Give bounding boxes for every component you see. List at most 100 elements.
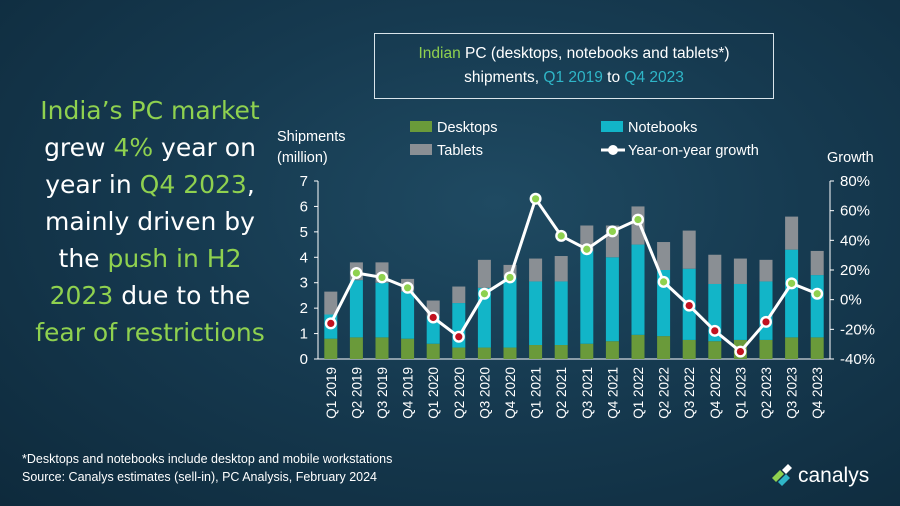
y-tick-label: 2 [300, 300, 308, 317]
headline-line-1: India’s PC market [40, 96, 260, 125]
bar-desktops [349, 337, 363, 359]
bar-tablets [733, 258, 747, 284]
bar-notebooks [733, 283, 747, 340]
legend-swatch-growth-marker [608, 145, 618, 155]
footnote: *Desktops and notebooks include desktop … [22, 450, 392, 486]
growth-point [736, 347, 745, 356]
x-tick-label: Q2 2022 [657, 367, 672, 419]
bar-desktops [324, 338, 338, 359]
growth-point [480, 290, 488, 298]
y2-tick-label: -20% [840, 321, 875, 338]
bar-desktops [785, 337, 799, 359]
x-tick-label: Q2 2020 [452, 367, 467, 419]
bar-desktops [759, 339, 773, 359]
growth-point [685, 302, 693, 310]
chart-title-line-2: shipments, Q1 2019 to Q4 2023 [464, 69, 684, 86]
bar-desktops [810, 337, 824, 359]
y2-tick-label: -40% [840, 351, 875, 368]
headline-line-6: 2023 due to the [49, 281, 251, 310]
x-tick-label: Q1 2019 [324, 367, 339, 419]
y2-tick-label: 20% [840, 262, 870, 279]
x-tick-label: Q2 2023 [759, 367, 774, 419]
y-tick-label: 7 [300, 173, 308, 190]
bar-tablets [657, 242, 671, 270]
growth-point [506, 273, 514, 282]
x-tick-label: Q4 2022 [708, 367, 723, 419]
y-tick-label: 1 [300, 326, 308, 343]
y-tick-label: 4 [300, 249, 308, 266]
growth-point [711, 327, 719, 335]
bar-notebooks [810, 275, 824, 338]
bar-notebooks [605, 257, 619, 342]
bar-notebooks [375, 282, 389, 338]
x-tick-label: Q1 2020 [426, 367, 441, 419]
bar-desktops [529, 345, 543, 359]
growth-point [660, 278, 668, 286]
bar-tablets [708, 254, 722, 284]
growth-point [327, 319, 335, 327]
y2-tick-label: 40% [840, 232, 870, 249]
bar-notebooks [477, 287, 491, 348]
x-tick-label: Q3 2020 [477, 367, 492, 419]
growth-point [608, 227, 617, 236]
x-tick-label: Q3 2021 [580, 367, 595, 419]
legend-swatch-desktops [410, 121, 432, 132]
bar-desktops [375, 337, 389, 359]
legend-swatch-notebooks [601, 121, 623, 132]
growth-point [788, 279, 796, 287]
growth-point [583, 245, 591, 253]
growth-point [352, 269, 360, 277]
y-axis-title-line-1: Shipments [277, 129, 346, 145]
growth-point [557, 232, 565, 240]
bar-desktops [452, 347, 466, 359]
footnote-line-1: *Desktops and notebooks include desktop … [22, 452, 393, 466]
x-tick-label: Q4 2020 [503, 367, 518, 419]
bar-desktops [657, 336, 671, 359]
bar-notebooks [554, 281, 568, 346]
canalys-logo: canalys [772, 464, 869, 487]
logo-text: canalys [798, 464, 869, 487]
y-tick-label: 3 [300, 275, 308, 292]
growth-point [762, 318, 770, 326]
headline-line-5: the push in H2 [58, 244, 242, 273]
footnote-line-2: Source: Canalys estimates (sell-in), PC … [22, 470, 378, 484]
y2-tick-label: 60% [840, 203, 870, 220]
x-tick-label: Q4 2019 [401, 367, 416, 419]
headline-line-2: grew 4% year on [44, 133, 256, 162]
legend-label-desktops: Desktops [437, 120, 497, 136]
x-tick-label: Q1 2023 [733, 367, 748, 419]
bar-notebooks [503, 277, 517, 348]
legend-label-notebooks: Notebooks [628, 120, 697, 136]
legend-swatch-tablets [410, 144, 432, 155]
bar-desktops [631, 334, 645, 359]
x-tick-label: Q2 2019 [349, 367, 364, 419]
bar-tablets [554, 256, 568, 282]
bar-notebooks [529, 281, 543, 346]
x-tick-label: Q1 2022 [631, 367, 646, 419]
bar-tablets [529, 258, 543, 282]
x-tick-label: Q3 2019 [375, 367, 390, 419]
bar-tablets [324, 291, 338, 315]
y2-tick-label: 80% [840, 173, 870, 190]
x-tick-label: Q3 2023 [785, 367, 800, 419]
x-tick-label: Q4 2023 [810, 367, 825, 419]
bar-notebooks [785, 249, 799, 338]
bar-tablets [810, 250, 824, 276]
bar-desktops [477, 347, 491, 359]
bar-desktops [580, 343, 594, 359]
chart-title-box: Indian PC (desktops, notebooks and table… [374, 33, 774, 99]
headline: India’s PC market grew 4% year on year i… [20, 92, 280, 351]
growth-point [532, 195, 540, 203]
y-tick-label: 6 [300, 198, 308, 215]
bar-notebooks [631, 244, 645, 335]
y-tick-label: 0 [300, 351, 308, 368]
y-axis-title-line-2: (million) [277, 150, 328, 166]
bar-desktops [605, 341, 619, 359]
growth-point [404, 284, 412, 292]
x-tick-label: Q2 2021 [554, 367, 569, 419]
growth-point [813, 290, 821, 298]
x-tick-label: Q1 2021 [529, 367, 544, 419]
growth-point [455, 333, 463, 341]
legend-label-tablets: Tablets [437, 143, 483, 159]
bar-desktops [682, 339, 696, 359]
